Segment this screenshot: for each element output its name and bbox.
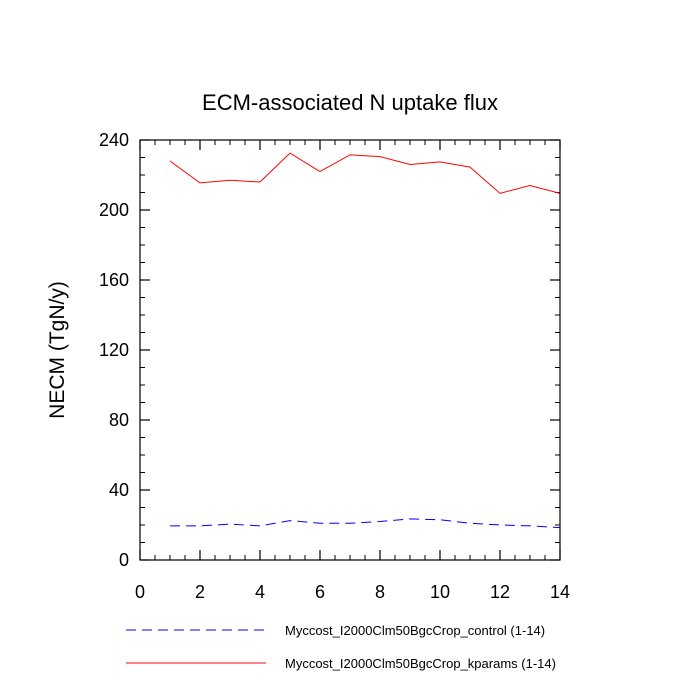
series-lines xyxy=(169,152,561,529)
y-tick-label: 200 xyxy=(99,200,129,220)
y-tick-label: 240 xyxy=(99,130,129,150)
legend: Myccost_I2000Clm50BgcCrop_control (1-14)… xyxy=(126,623,556,671)
y-tick-label: 160 xyxy=(99,270,129,290)
x-tick-label: 14 xyxy=(550,582,570,602)
x-tick-label: 12 xyxy=(490,582,510,602)
axis-ticks: 0 2 4 6 8 10 12 14 0 40 80 120 160 200 240 xyxy=(99,130,570,602)
chart-title: ECM-associated N uptake flux xyxy=(202,90,498,115)
x-tick-label: 0 xyxy=(135,582,145,602)
y-tick-label: 120 xyxy=(99,340,129,360)
y-tick-label: 40 xyxy=(109,480,129,500)
legend-label-1: Myccost_I2000Clm50BgcCrop_control (1-14) xyxy=(285,623,545,638)
plot-frame xyxy=(139,139,561,561)
x-tick-label: 4 xyxy=(255,582,265,602)
series-line-1 xyxy=(170,518,561,529)
x-tick-label: 2 xyxy=(195,582,205,602)
y-axis-label: NECM (TgN/y) xyxy=(46,281,69,419)
x-tick-label: 10 xyxy=(430,582,450,602)
y-tick-label: 0 xyxy=(119,550,129,570)
series-line-2 xyxy=(169,152,561,194)
legend-label-2: Myccost_I2000Clm50BgcCrop_kparams (1-14) xyxy=(285,656,556,671)
y-tick-label: 80 xyxy=(109,410,129,430)
x-tick-label: 8 xyxy=(375,582,385,602)
x-tick-label: 6 xyxy=(315,582,325,602)
